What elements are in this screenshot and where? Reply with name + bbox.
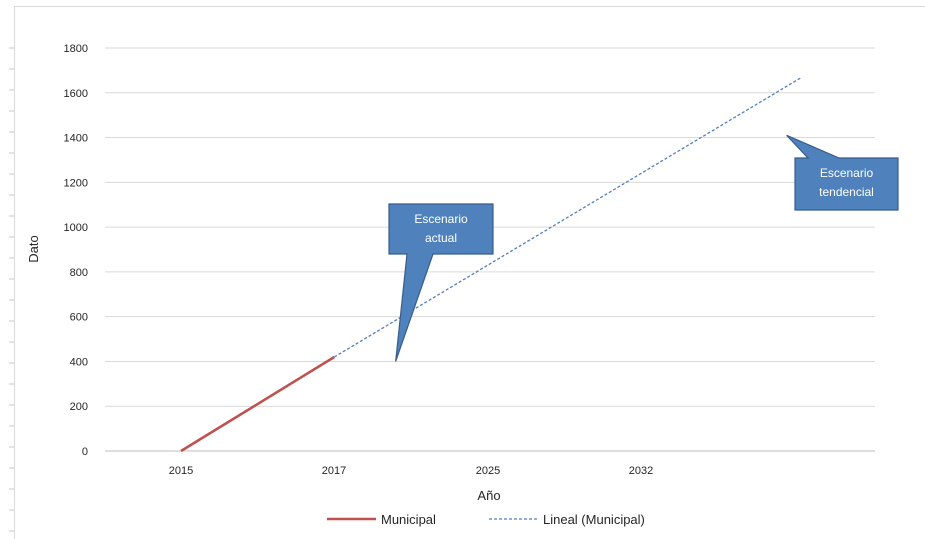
y-tick-label: 600 — [70, 312, 88, 324]
callout-shape — [388, 203, 494, 362]
callout-line-1: Escenario — [820, 166, 874, 180]
y-tick-label: 1800 — [64, 43, 88, 55]
series-line-municipal — [180, 355, 335, 453]
callout-actual: Escenario actual — [388, 203, 494, 362]
y-tick-label: 400 — [70, 356, 88, 368]
x-axis-ticks: 2015 2017 2025 2032 — [169, 465, 653, 477]
x-tick-label: 2032 — [629, 465, 653, 477]
callout-line-1: Escenario — [414, 212, 468, 226]
callout-line-2: actual — [425, 231, 457, 245]
x-axis-title: Año — [477, 488, 500, 503]
y-tick-label: 200 — [70, 401, 88, 413]
x-tick-label: 2025 — [476, 465, 500, 477]
legend-item: Lineal (Municipal) — [489, 512, 645, 527]
legend-label: Lineal (Municipal) — [543, 512, 645, 527]
x-tick-label: 2015 — [169, 465, 193, 477]
legend-label: Municipal — [381, 512, 436, 527]
y-axis-ticks: 0 200 400 600 800 1000 1200 1400 1600 1800 — [64, 43, 88, 458]
y-tick-label: 1000 — [64, 222, 88, 234]
x-tick-label: 2017 — [322, 465, 346, 477]
y-axis-title: Dato — [26, 235, 41, 262]
series-layer — [180, 76, 803, 453]
y-tick-label: 0 — [82, 446, 88, 458]
chart-frame — [14, 6, 925, 539]
legend-item: Municipal — [327, 512, 436, 527]
callout-shape — [786, 134, 899, 211]
y-tick-label: 1600 — [64, 88, 88, 100]
callout-line-2: tendencial — [819, 185, 874, 199]
callouts: Escenario actual Escenario tendencial — [388, 134, 899, 362]
y-tick-label: 1200 — [64, 177, 88, 189]
sheet-edge-ticks — [9, 47, 14, 532]
y-tick-label: 800 — [70, 267, 88, 279]
gridlines — [105, 47, 875, 407]
callout-tendencial: Escenario tendencial — [786, 134, 899, 211]
legend: Municipal Lineal (Municipal) — [327, 512, 645, 527]
y-tick-label: 1400 — [64, 133, 88, 145]
